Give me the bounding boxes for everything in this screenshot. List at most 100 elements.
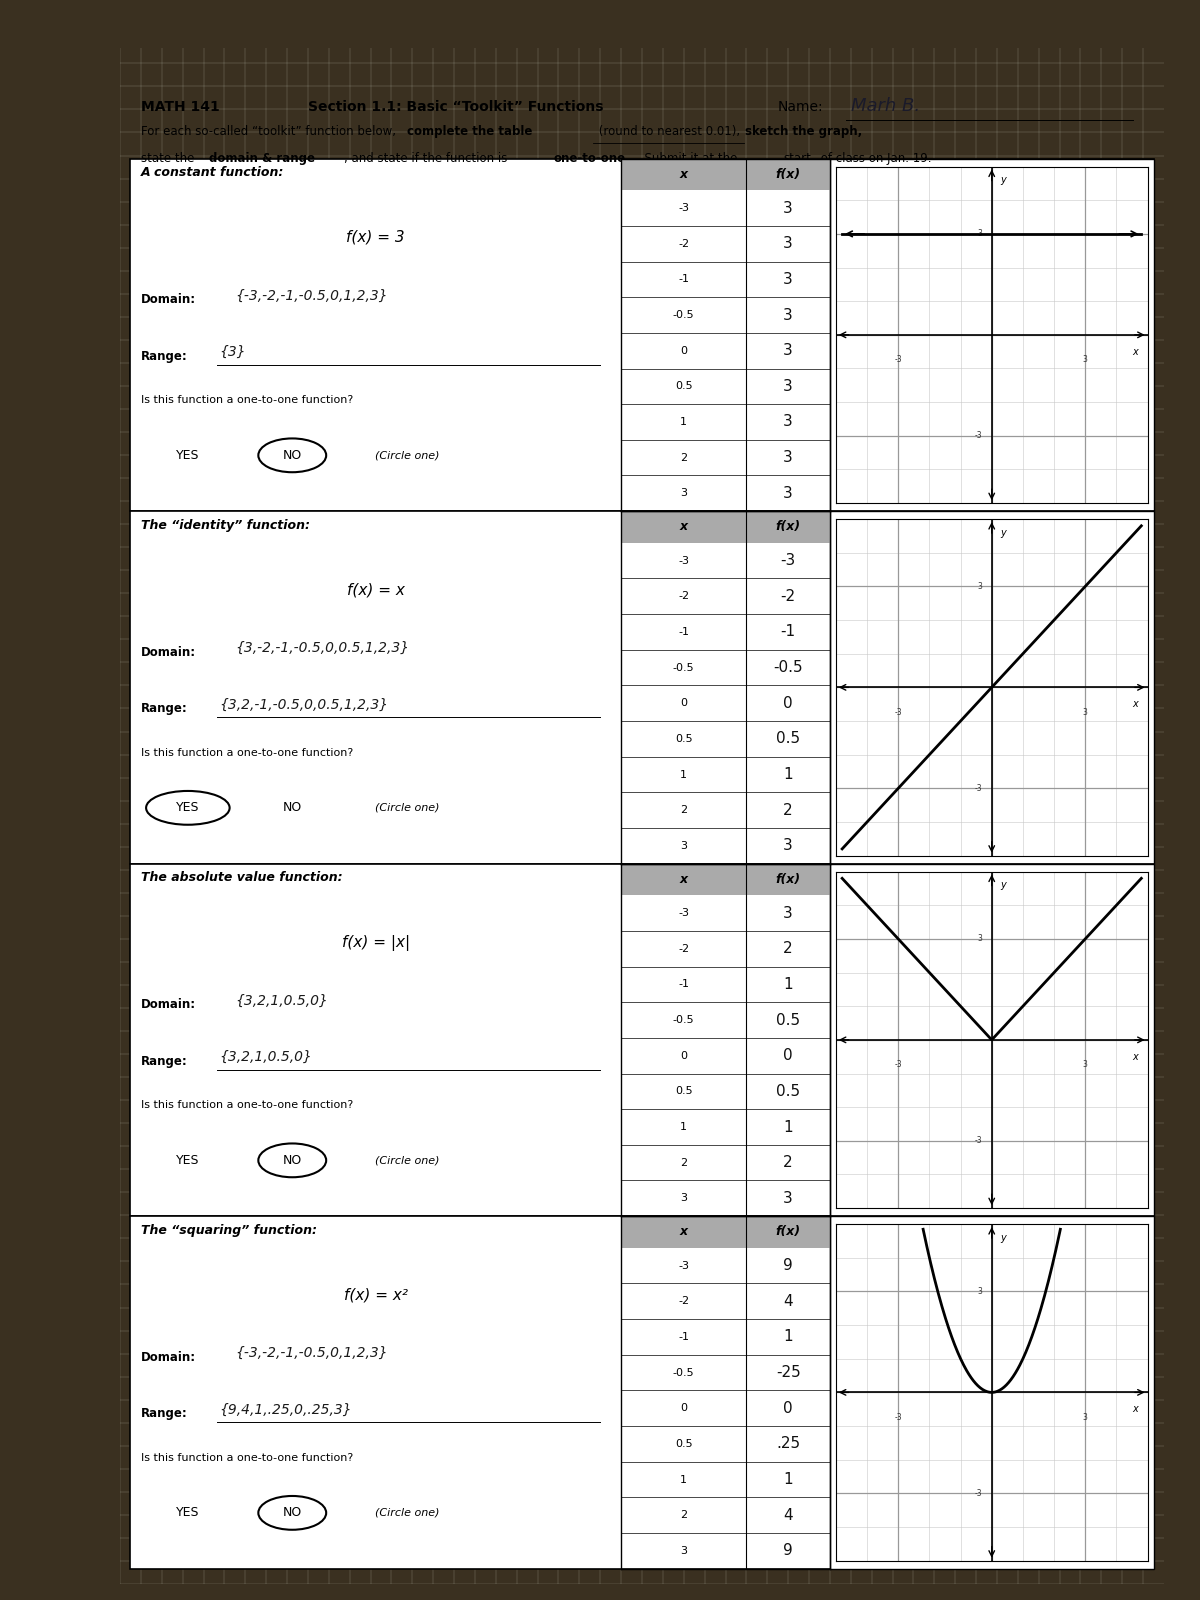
Text: x: x <box>679 168 688 181</box>
Text: f(x): f(x) <box>775 1226 800 1238</box>
Text: 3: 3 <box>978 582 983 590</box>
Text: Is this function a one-to-one function?: Is this function a one-to-one function? <box>140 747 353 758</box>
Text: f(x) = |x|: f(x) = |x| <box>342 934 410 950</box>
Text: YES: YES <box>176 1154 199 1166</box>
Text: 3: 3 <box>1082 1413 1087 1421</box>
Text: 0: 0 <box>680 1051 688 1061</box>
Text: -2: -2 <box>678 238 689 248</box>
Text: x: x <box>1133 699 1138 709</box>
Text: 3: 3 <box>784 486 793 501</box>
Text: 3: 3 <box>784 200 793 216</box>
Text: 3: 3 <box>680 840 688 851</box>
Text: one-to-one.: one-to-one. <box>553 152 630 165</box>
Text: A constant function:: A constant function: <box>140 166 284 179</box>
Text: 2: 2 <box>680 805 688 814</box>
Text: 0: 0 <box>680 698 688 709</box>
Text: -3: -3 <box>894 1061 902 1069</box>
FancyBboxPatch shape <box>622 864 830 896</box>
Text: y: y <box>1000 880 1006 890</box>
Text: 2: 2 <box>680 1510 688 1520</box>
Text: 1: 1 <box>784 1472 793 1486</box>
Text: 9: 9 <box>784 1544 793 1558</box>
Text: Domain:: Domain: <box>140 998 196 1011</box>
Text: -1: -1 <box>678 1331 689 1342</box>
Text: state the: state the <box>140 152 198 165</box>
Text: 3: 3 <box>784 1190 793 1206</box>
Text: -0.5: -0.5 <box>673 1368 695 1378</box>
FancyBboxPatch shape <box>131 864 1153 1216</box>
Text: 3: 3 <box>680 488 688 498</box>
Text: NO: NO <box>283 802 302 814</box>
Text: YES: YES <box>176 1506 199 1520</box>
Text: , and state if the function is: , and state if the function is <box>344 152 511 165</box>
Text: .25: .25 <box>776 1437 800 1451</box>
Text: 0.5: 0.5 <box>776 1013 800 1027</box>
Text: 4: 4 <box>784 1507 793 1523</box>
Text: -3: -3 <box>894 1413 902 1421</box>
Text: x: x <box>1133 1405 1138 1414</box>
Text: MATH 141: MATH 141 <box>140 101 220 114</box>
Text: Submit it at the: Submit it at the <box>637 152 740 165</box>
Text: x: x <box>679 520 688 533</box>
Text: x: x <box>1133 1051 1138 1062</box>
Text: 2: 2 <box>680 453 688 462</box>
Text: -3: -3 <box>894 707 902 717</box>
Text: 1: 1 <box>784 1330 793 1344</box>
Text: -3: -3 <box>974 1136 983 1146</box>
Text: {3,2,1,0.5,0}: {3,2,1,0.5,0} <box>220 1050 312 1064</box>
Text: 0: 0 <box>784 696 793 710</box>
Text: -1: -1 <box>780 624 796 640</box>
FancyBboxPatch shape <box>830 1216 1153 1568</box>
Text: 4: 4 <box>784 1294 793 1309</box>
Text: 3: 3 <box>978 229 983 238</box>
Text: 0: 0 <box>784 1400 793 1416</box>
Text: 3: 3 <box>784 272 793 286</box>
Text: -25: -25 <box>775 1365 800 1381</box>
FancyBboxPatch shape <box>131 1216 1153 1568</box>
FancyBboxPatch shape <box>830 864 1153 1216</box>
Text: {3}: {3} <box>220 346 246 358</box>
Text: {3,2,1,0.5,0}: {3,2,1,0.5,0} <box>235 994 328 1008</box>
FancyBboxPatch shape <box>131 158 1153 510</box>
Text: 0: 0 <box>680 346 688 355</box>
Text: Range:: Range: <box>140 1054 187 1067</box>
Text: -1: -1 <box>678 627 689 637</box>
Text: f(x) = x: f(x) = x <box>347 582 404 597</box>
Text: 3: 3 <box>1082 355 1087 365</box>
Text: f(x): f(x) <box>775 874 800 886</box>
FancyBboxPatch shape <box>622 158 830 190</box>
Text: 9: 9 <box>784 1258 793 1274</box>
Text: 0.5: 0.5 <box>674 381 692 392</box>
Text: 3: 3 <box>784 344 793 358</box>
Text: 1: 1 <box>784 978 793 992</box>
Text: f(x) = 3: f(x) = 3 <box>347 230 406 245</box>
Text: {-3,-2,-1,-0.5,0,1,2,3}: {-3,-2,-1,-0.5,0,1,2,3} <box>235 1346 388 1360</box>
Text: Is this function a one-to-one function?: Is this function a one-to-one function? <box>140 1101 353 1110</box>
Text: For each so-called “toolkit” function below,: For each so-called “toolkit” function be… <box>140 125 400 138</box>
Text: complete the table: complete the table <box>407 125 533 138</box>
Text: 0.5: 0.5 <box>776 731 800 746</box>
Text: NO: NO <box>283 450 302 462</box>
Text: x: x <box>679 874 688 886</box>
Text: 3: 3 <box>978 1286 983 1296</box>
Text: -3: -3 <box>678 909 689 918</box>
Text: of class on Jan. 19.: of class on Jan. 19. <box>817 152 932 165</box>
Text: (Circle one): (Circle one) <box>374 450 439 461</box>
Text: -3: -3 <box>894 355 902 365</box>
Text: {3,2,-1,-0.5,0,0.5,1,2,3}: {3,2,-1,-0.5,0,0.5,1,2,3} <box>220 698 389 712</box>
Text: 0: 0 <box>784 1048 793 1064</box>
Text: 2: 2 <box>784 803 793 818</box>
Text: -1: -1 <box>678 979 689 989</box>
Text: YES: YES <box>176 450 199 462</box>
Text: y: y <box>1000 174 1006 186</box>
Text: x: x <box>679 1226 688 1238</box>
Text: 3: 3 <box>784 307 793 323</box>
Text: 0: 0 <box>680 1403 688 1413</box>
FancyBboxPatch shape <box>830 510 1153 864</box>
Text: -2: -2 <box>678 1296 689 1306</box>
Text: (Circle one): (Circle one) <box>374 1155 439 1165</box>
Text: 1: 1 <box>680 770 688 779</box>
Text: 0.5: 0.5 <box>776 1083 800 1099</box>
Text: 3: 3 <box>784 237 793 251</box>
Text: 3: 3 <box>680 1546 688 1555</box>
